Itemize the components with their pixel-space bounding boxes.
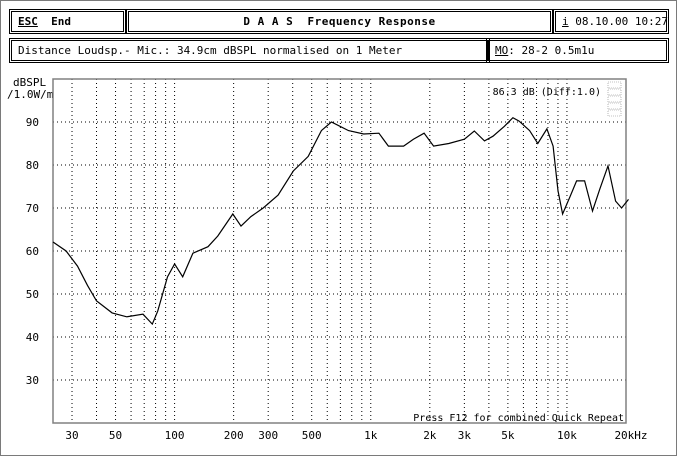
y-tick-label: 70 bbox=[26, 202, 39, 215]
title-text: D A A S Frequency Response bbox=[243, 15, 436, 28]
y-tick-label: 60 bbox=[26, 245, 39, 258]
response-curve bbox=[52, 116, 629, 326]
y-tick-label: 50 bbox=[26, 288, 39, 301]
legend-icon bbox=[607, 109, 622, 117]
legend-icon bbox=[607, 88, 622, 96]
y-axis-unit: /1.0W/m bbox=[7, 88, 54, 101]
x-tick-label: 3k bbox=[458, 429, 472, 442]
x-tick-label: 20kHz bbox=[614, 429, 647, 442]
mo-value: : 28-2 0.5m1u bbox=[508, 44, 595, 57]
info-key: i bbox=[562, 15, 569, 28]
x-tick-label: 500 bbox=[302, 429, 322, 442]
end-label: End bbox=[51, 15, 71, 28]
y-tick-label: 80 bbox=[26, 159, 39, 172]
datetime: 08.10.00 10:27 bbox=[575, 15, 668, 28]
x-tick-label: 2k bbox=[423, 429, 437, 442]
legend-icon bbox=[607, 102, 622, 110]
legend-icon bbox=[607, 81, 622, 89]
x-tick-label: 200 bbox=[224, 429, 244, 442]
legend-icon bbox=[607, 95, 622, 103]
mo-key: MO bbox=[495, 44, 509, 57]
x-tick-label: 50 bbox=[109, 429, 122, 442]
y-tick-label: 30 bbox=[26, 374, 39, 387]
y-tick-label: 90 bbox=[26, 116, 39, 129]
esc-key: ESC bbox=[18, 15, 38, 28]
y-axis-label: dBSPL bbox=[13, 76, 47, 89]
mo-button[interactable]: MO: 28-2 0.5m1u bbox=[486, 38, 669, 63]
description-text: Distance Loudsp.- Mic.: 34.9cm dBSPL nor… bbox=[18, 44, 403, 57]
esc-end-button[interactable]: ESC End bbox=[9, 9, 126, 34]
x-tick-label: 100 bbox=[165, 429, 185, 442]
plot-area-border bbox=[52, 78, 627, 424]
x-tick-label: 1k bbox=[364, 429, 378, 442]
level-annotation: 86.3 dB (Diff:1.0) bbox=[493, 87, 601, 98]
info-button[interactable]: i 08.10.00 10:27 bbox=[553, 9, 669, 34]
f12-hint: Press F12 for combined Quick Repeat bbox=[413, 413, 624, 424]
y-tick-label: 40 bbox=[26, 331, 39, 344]
window-title: D A A S Frequency Response bbox=[126, 9, 553, 34]
x-tick-label: 5k bbox=[501, 429, 515, 442]
x-tick-label: 30 bbox=[65, 429, 78, 442]
x-tick-label: 300 bbox=[258, 429, 278, 442]
x-tick-label: 10k bbox=[557, 429, 577, 442]
